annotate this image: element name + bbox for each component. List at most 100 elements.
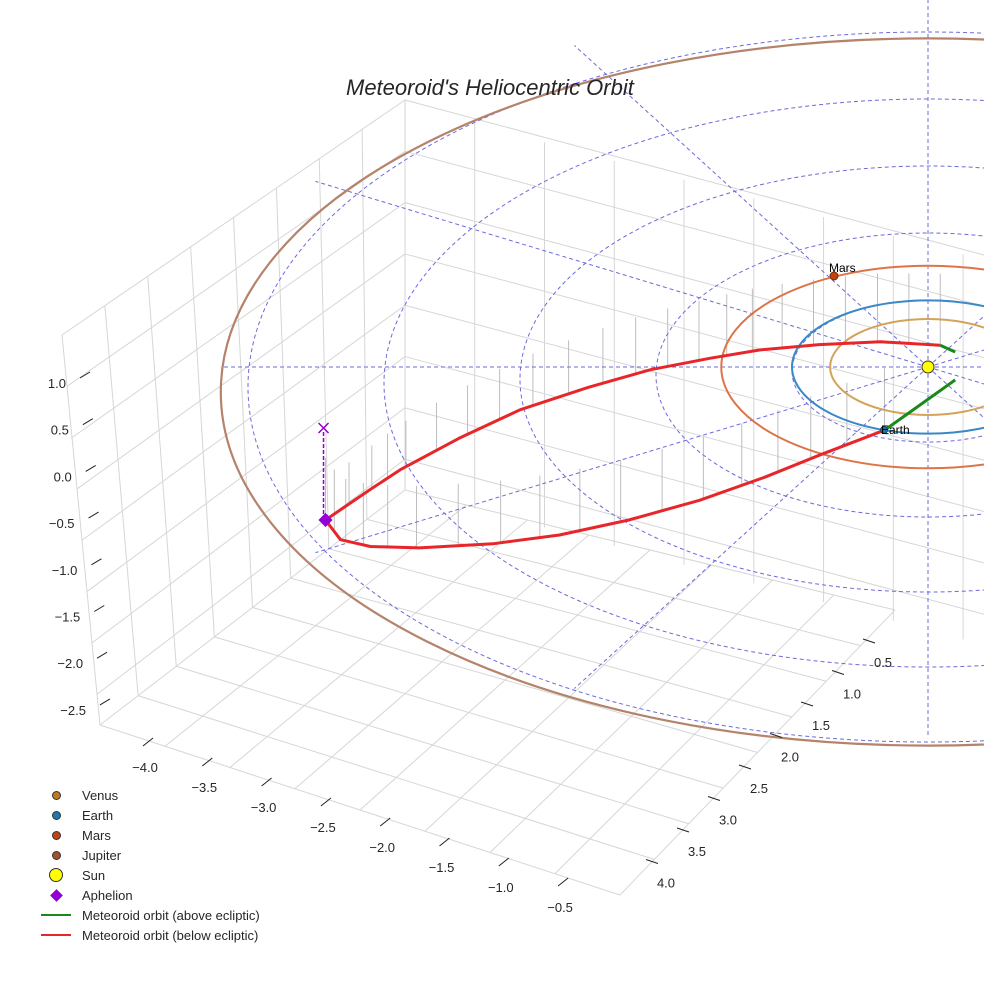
z-tick-label: 0.0 xyxy=(54,469,72,484)
z-tick xyxy=(96,651,108,659)
floor-grid-line xyxy=(404,489,896,611)
y-tick xyxy=(800,701,814,707)
x-tick-label: −1.0 xyxy=(488,880,514,895)
back-wall-horizontal xyxy=(404,253,984,410)
y-tick-label: 3.0 xyxy=(719,813,737,828)
wall-grid-horizontal xyxy=(71,202,406,439)
legend-item: Aphelion xyxy=(38,885,260,905)
x-tick xyxy=(320,797,332,807)
z-tick-label: −1.5 xyxy=(55,610,81,625)
radial-line xyxy=(927,349,984,368)
z-tick xyxy=(82,418,94,426)
back-wall-horizontal xyxy=(404,458,984,615)
legend-label: Sun xyxy=(82,867,106,883)
legend-label: Meteoroid orbit (above ecliptic) xyxy=(82,907,260,923)
wall-grid-vertical xyxy=(61,334,101,726)
wall-grid-vertical xyxy=(147,276,177,667)
axis-ticks: 1.0 0.5 0.0 −0.5 −1.0 −1.5 −2.0 −2.5 −4.0 −3.5 −3.… xyxy=(48,371,892,915)
floor-grid-line xyxy=(99,724,621,896)
floor-grid-line xyxy=(176,665,689,825)
z-tick-label: −1.0 xyxy=(52,563,78,578)
x-tick xyxy=(201,757,213,767)
wall-grid-horizontal xyxy=(81,304,406,541)
y-tick-label: 1.0 xyxy=(843,687,861,702)
aphelion-marker xyxy=(318,512,333,528)
y-tick xyxy=(831,670,845,675)
sun-marker xyxy=(921,360,935,374)
orbit-mars xyxy=(720,264,984,470)
earth-marker xyxy=(880,426,888,434)
z-tick xyxy=(93,605,105,612)
line-icon xyxy=(38,934,74,936)
floor-grid-line xyxy=(328,548,827,682)
planet-dot-icon xyxy=(38,790,74,800)
z-tick xyxy=(88,511,99,519)
z-tick-label: 1.0 xyxy=(48,376,66,391)
y-tick xyxy=(769,733,783,738)
radial-line xyxy=(315,366,929,554)
back-wall-horizontal xyxy=(404,150,984,307)
x-tick-label: −2.5 xyxy=(310,820,336,835)
x-tick-label: −2.0 xyxy=(369,840,395,855)
wall-grid-vertical xyxy=(233,217,253,608)
z-tick-label: −2.0 xyxy=(57,656,83,671)
back-wall-horizontal xyxy=(404,407,984,564)
mars-marker xyxy=(829,271,839,281)
z-tick-label: −0.5 xyxy=(49,516,75,531)
x-tick-label: −3.0 xyxy=(251,800,277,815)
legend-item: Earth xyxy=(38,805,260,825)
x-tick xyxy=(142,737,154,747)
wall-grid-vertical xyxy=(361,129,368,520)
back-wall-horizontal xyxy=(404,99,984,256)
wall-grid-vertical xyxy=(318,158,330,549)
x-tick-label: −1.5 xyxy=(429,860,455,875)
x-tick xyxy=(379,817,391,827)
wall-grid-vertical xyxy=(104,305,139,696)
wall-grid-horizontal xyxy=(96,458,406,695)
aphelion-projection-marker xyxy=(317,422,330,434)
x-tick xyxy=(261,777,272,787)
y-tick xyxy=(676,827,690,833)
y-tick-label: 2.0 xyxy=(781,750,799,765)
x-tick xyxy=(439,837,450,847)
wall-grid-horizontal xyxy=(91,407,406,644)
planet-orbits xyxy=(219,37,984,747)
x-tick-label: −3.5 xyxy=(191,780,217,795)
radial-line xyxy=(574,45,929,368)
meteoroid-above-segment xyxy=(883,378,957,432)
legend-label: Meteoroid orbit (below ecliptic) xyxy=(82,927,259,943)
z-tick xyxy=(79,371,91,379)
reference-circles xyxy=(247,31,984,743)
legend-item: Meteoroid orbit (above ecliptic) xyxy=(38,905,260,925)
legend: Venus Earth Mars Jupiter Sun Aphelion Meteoroi… xyxy=(38,785,260,945)
reference-circle xyxy=(247,31,984,743)
floor-grid-line xyxy=(137,695,655,860)
wall-grid-horizontal xyxy=(66,150,406,387)
y-tick-label: 1.5 xyxy=(812,718,830,733)
legend-item: Venus xyxy=(38,785,260,805)
x-tick-label: −0.5 xyxy=(547,900,573,915)
legend-item: Mars xyxy=(38,825,260,845)
y-tick xyxy=(707,796,721,801)
y-tick xyxy=(645,859,659,864)
back-wall-horizontal xyxy=(404,356,984,513)
x-tick xyxy=(557,877,569,887)
back-wall-horizontal xyxy=(404,304,984,461)
z-tick-label: 0.5 xyxy=(51,423,69,438)
markers: Mars Earth xyxy=(317,261,935,528)
floor-grid-line xyxy=(214,636,724,789)
wall-grid-horizontal xyxy=(76,253,406,490)
meteoroid-above-segment xyxy=(939,343,956,354)
y-tick-label: 0.5 xyxy=(874,655,892,670)
radial-lines xyxy=(220,0,984,739)
sun-icon xyxy=(38,868,74,882)
legend-item: Meteoroid orbit (below ecliptic) xyxy=(38,925,260,945)
diamond-icon xyxy=(38,888,74,902)
floor-grid-line xyxy=(290,577,793,718)
mars-label: Mars xyxy=(829,261,856,275)
line-icon xyxy=(38,914,74,916)
legend-item: Jupiter xyxy=(38,845,260,865)
earth-label: Earth xyxy=(881,423,910,437)
y-tick-label: 3.5 xyxy=(688,844,706,859)
